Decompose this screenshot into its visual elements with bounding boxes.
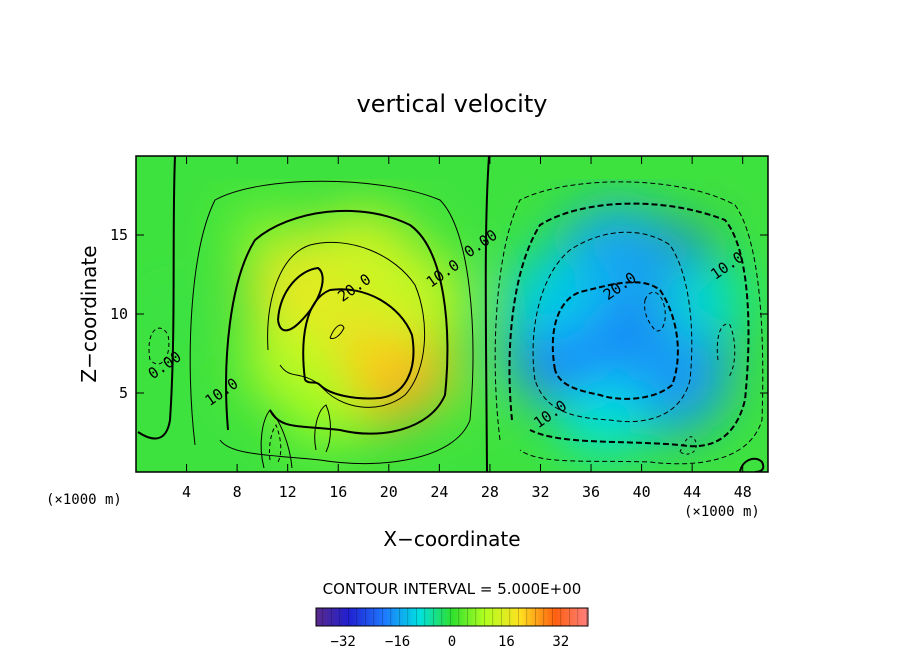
contour-lines xyxy=(137,156,765,472)
x-tick-label-2: 12 xyxy=(279,483,297,501)
contour-pos-low-2 xyxy=(314,404,331,453)
x-unit-left: (×1000 m) xyxy=(46,492,122,508)
contour-neg-low-5 xyxy=(716,323,736,379)
contour-interval-text: CONTOUR INTERVAL = 5.000E+00 xyxy=(323,580,582,598)
colorbar-tick-label-1: −16 xyxy=(385,634,410,650)
colorbar xyxy=(315,607,589,627)
contour-pos-10 xyxy=(225,209,449,435)
x-tick-label-10: 44 xyxy=(683,483,701,501)
y-axis-label: Z−coordinate xyxy=(77,245,101,382)
contour-neg-25 xyxy=(644,291,666,332)
contour-pos-low-1 xyxy=(260,409,293,469)
x-tick-label-1: 8 xyxy=(233,483,242,501)
contour-neg-low-2 xyxy=(148,327,170,365)
contour-pos-5 xyxy=(189,180,474,465)
x-axis-label: X−coordinate xyxy=(383,527,520,551)
y-tick-label-0: 5 xyxy=(119,384,128,402)
x-tick-label-4: 20 xyxy=(380,483,398,501)
heatmap-cell-7 xyxy=(284,371,367,447)
x-tick-label-9: 40 xyxy=(633,483,651,501)
colorbar-tick-label-4: 32 xyxy=(552,634,569,650)
colorbar-tick-label-2: 0 xyxy=(448,634,456,650)
contour-neg-10 xyxy=(508,202,750,448)
heatmap-cell-17 xyxy=(447,372,495,414)
x-tick-label-5: 24 xyxy=(430,483,448,501)
x-tick-label-0: 4 xyxy=(182,483,191,501)
x-unit-right: (×1000 m) xyxy=(684,504,760,520)
heatmap-cell-15 xyxy=(559,376,648,457)
x-tick-label-3: 16 xyxy=(329,483,347,501)
y-tick-label-1: 10 xyxy=(110,305,128,323)
x-tick-label-6: 28 xyxy=(481,483,499,501)
x-tick-label-11: 48 xyxy=(734,483,752,501)
x-tick-label-7: 32 xyxy=(531,483,549,501)
contour-neg-low-1 xyxy=(269,424,282,463)
colorbar-tick-label-0: −32 xyxy=(331,634,356,650)
colorbar-tick-label-3: 16 xyxy=(498,634,515,650)
contour-zero-left xyxy=(137,156,176,440)
contour-pos-20-upper xyxy=(277,266,324,332)
contour-pos-25 xyxy=(329,324,345,339)
heatmap-cell-6 xyxy=(362,251,466,346)
heatmap-cell-13 xyxy=(503,253,603,343)
contour-zero-mid xyxy=(484,156,490,472)
contour-neg-low-3 xyxy=(679,436,697,455)
contour-neg-5 xyxy=(494,181,764,465)
y-axis-ticks: 5 10 15 xyxy=(110,226,768,402)
x-tick-label-8: 36 xyxy=(582,483,600,501)
x-axis-ticks: 4 8 12 16 20 24 28 32 36 40 44 48 xyxy=(182,156,752,501)
contour-neg-20 xyxy=(551,281,679,400)
chart-title: vertical velocity xyxy=(357,90,548,118)
heatmap-cells xyxy=(153,204,747,457)
y-tick-label-2: 15 xyxy=(110,226,128,244)
colorbar-ticks: −32 −16 0 16 32 xyxy=(322,608,587,650)
contour-neg-15 xyxy=(532,231,693,423)
